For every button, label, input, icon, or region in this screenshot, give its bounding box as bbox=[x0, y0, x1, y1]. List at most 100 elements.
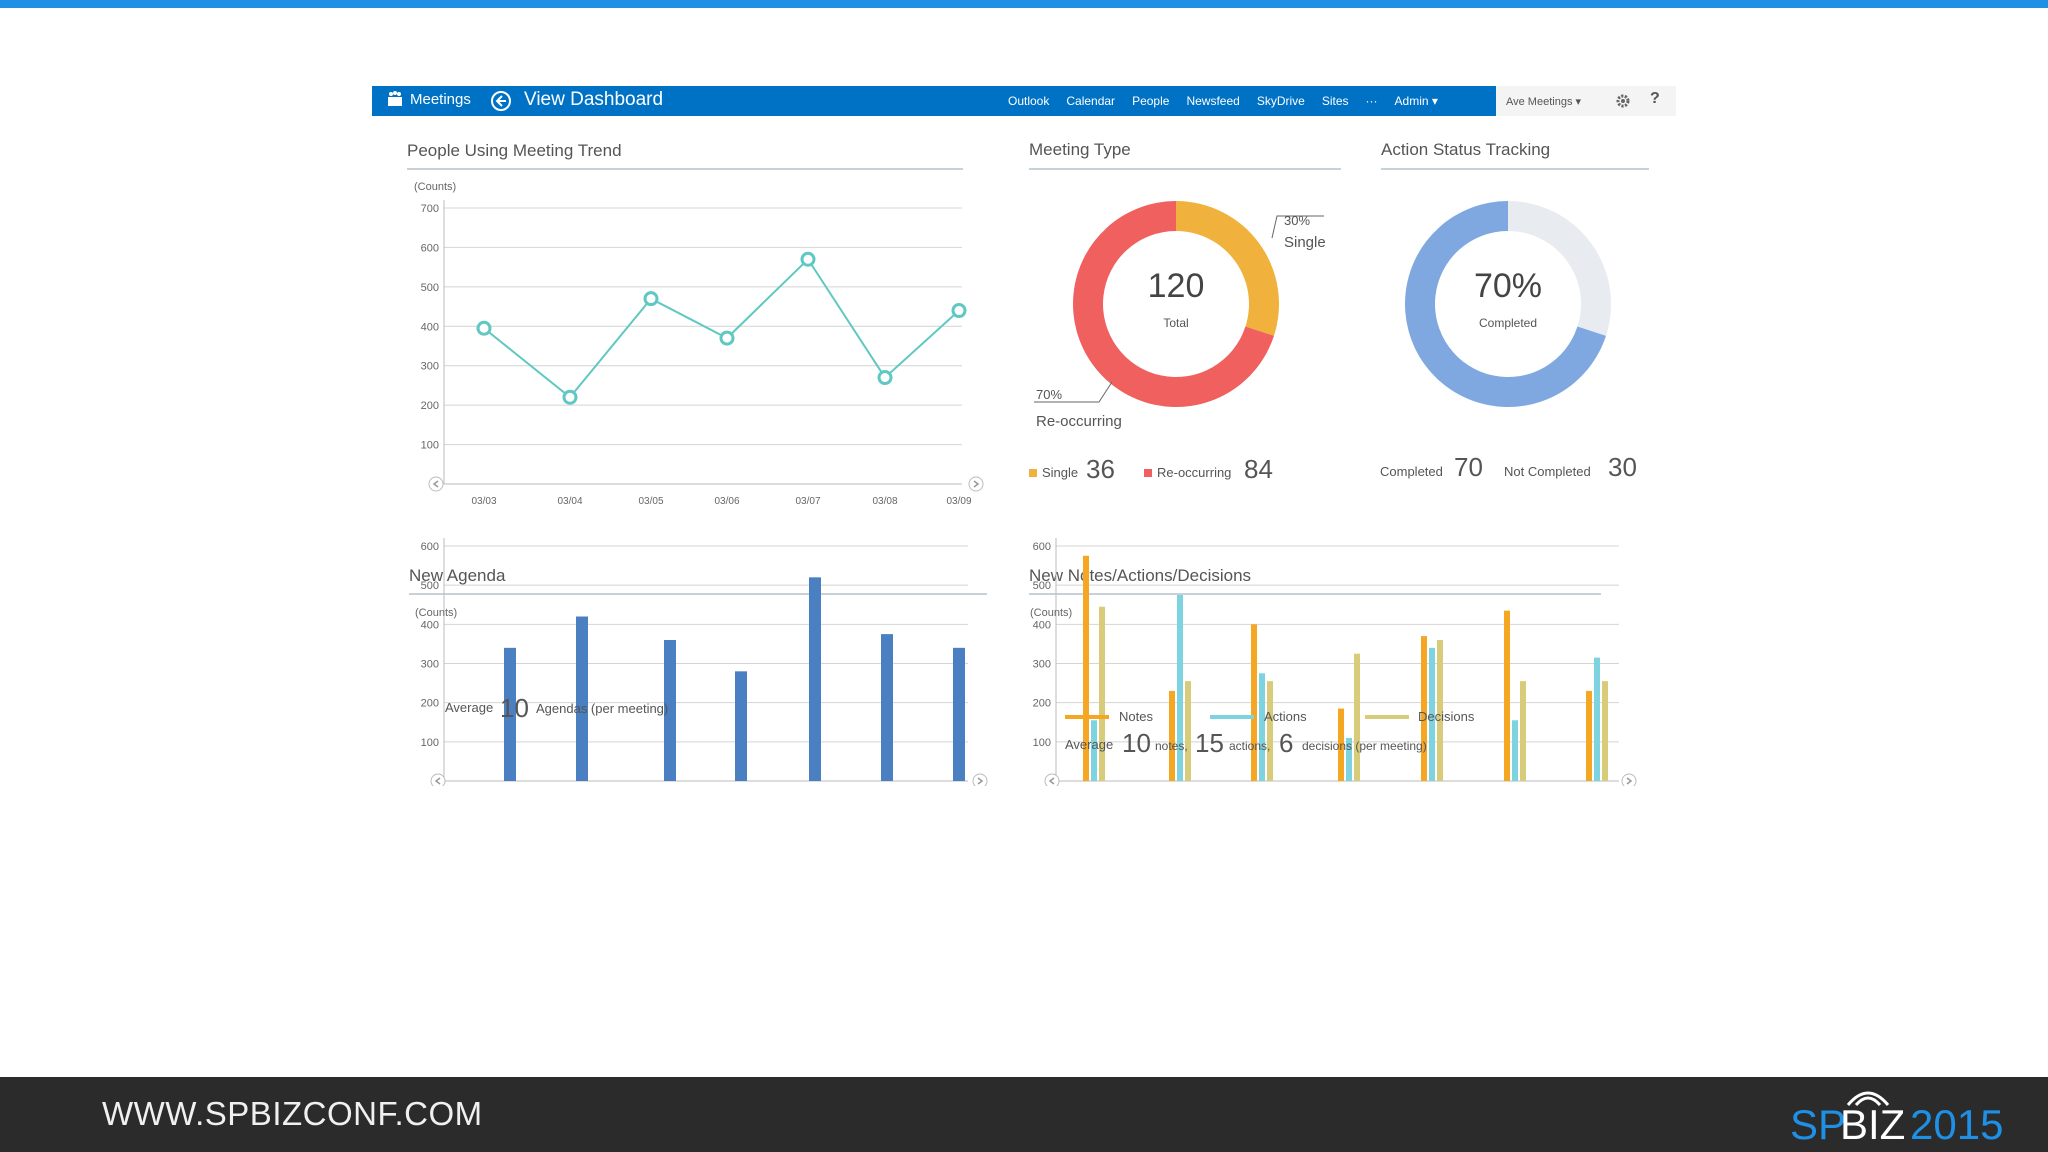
nav-skydrive[interactable]: SkyDrive bbox=[1256, 94, 1305, 108]
agenda-ytick-label: 200 bbox=[421, 698, 439, 710]
nad-actions-bar bbox=[1512, 720, 1518, 781]
nad-average-notes: 10 bbox=[1122, 728, 1151, 758]
trend-data-point bbox=[951, 303, 967, 319]
nav-more[interactable]: ··· bbox=[1365, 94, 1378, 108]
agenda-bar bbox=[735, 671, 747, 781]
logo-year: 2015 bbox=[1910, 1101, 2004, 1148]
app-brand[interactable]: Meetings bbox=[386, 90, 471, 108]
agenda-average-suffix: Agendas (per meeting) bbox=[536, 701, 668, 716]
legend-decisions-swatch bbox=[1365, 715, 1409, 719]
agenda-bar bbox=[664, 640, 676, 781]
meetings-logo-icon bbox=[388, 91, 402, 106]
nav-newsfeed[interactable]: Newsfeed bbox=[1186, 94, 1240, 108]
slide-footer: WWW.SPBIZCONF.COM SP BIZ 2015 bbox=[0, 1077, 2048, 1152]
trend-scroll-right-icon-chevron bbox=[973, 480, 980, 488]
agenda-ytick-label: 100 bbox=[421, 737, 439, 749]
nad-average-decisions: 6 bbox=[1279, 728, 1293, 758]
nad-average-prefix: Average bbox=[1065, 737, 1113, 752]
agenda-scroll-left-icon-chevron bbox=[434, 777, 441, 785]
trend-data-point bbox=[877, 370, 893, 386]
conference-url[interactable]: WWW.SPBIZCONF.COM bbox=[102, 1095, 483, 1132]
action-status-title-rule bbox=[1381, 168, 1649, 170]
legend-decisions-label: Decisions bbox=[1418, 709, 1475, 724]
nad-actions-bar bbox=[1177, 594, 1183, 781]
nad-average-notes-suffix: notes, bbox=[1155, 739, 1188, 753]
spbiz-logo: SP BIZ 2015 bbox=[1790, 1083, 2004, 1148]
dashboard-charts: 100 200 300 400 500 600 700 03/03 03/04 03/05 03/0… bbox=[414, 181, 1637, 786]
single-percent: 30% bbox=[1284, 213, 1310, 228]
nav-people[interactable]: People bbox=[1132, 94, 1170, 108]
nav-admin[interactable]: Admin ▾ bbox=[1394, 94, 1438, 108]
nad-notes-bar bbox=[1586, 690, 1592, 781]
single-callout-label: Single bbox=[1284, 234, 1326, 251]
nad-notes-bar bbox=[1251, 624, 1257, 781]
legend-actions-label: Actions bbox=[1264, 709, 1307, 724]
trend-ytick-label: 300 bbox=[421, 361, 439, 373]
nad-ytick-label: 600 bbox=[1033, 541, 1051, 553]
back-arrow-icon[interactable] bbox=[490, 90, 512, 112]
trend-title: People Using Meeting Trend bbox=[407, 141, 622, 160]
nad-average-actions: 15 bbox=[1195, 728, 1224, 758]
nad-notes-bar bbox=[1338, 708, 1344, 781]
logo-biz: BIZ bbox=[1840, 1101, 1906, 1148]
user-menu[interactable]: Ave Meetings ▾ bbox=[1506, 96, 1582, 108]
nad-ytick-label: 400 bbox=[1033, 619, 1051, 631]
meeting-type-total-label: Total bbox=[1163, 316, 1188, 330]
trend-ytick-label: 700 bbox=[421, 203, 439, 215]
trend-ytick-label: 500 bbox=[421, 282, 439, 294]
meeting-type-title-rule bbox=[1029, 168, 1341, 170]
dashboard-app: Meetings View Dashboard Outlook Calendar… bbox=[372, 86, 1676, 786]
trend-xtick-label: 03/05 bbox=[638, 496, 663, 507]
nav-outlook[interactable]: Outlook bbox=[1008, 94, 1050, 108]
trend-data-point bbox=[476, 320, 492, 336]
trend-unit: (Counts) bbox=[414, 181, 456, 193]
help-icon[interactable]: ? bbox=[1650, 90, 1660, 107]
nad-decisions-bar bbox=[1354, 653, 1360, 781]
legend-single-label: Single bbox=[1042, 465, 1078, 480]
trend-xtick-label: 03/06 bbox=[714, 496, 739, 507]
trend-ytick-label: 600 bbox=[421, 242, 439, 254]
nad-unit: (Counts) bbox=[1030, 607, 1072, 619]
logo-sp: SP bbox=[1790, 1101, 1847, 1148]
nad-decisions-bar bbox=[1099, 606, 1105, 781]
nad-ytick-label: 100 bbox=[1033, 737, 1051, 749]
nav-calendar[interactable]: Calendar bbox=[1066, 94, 1116, 108]
reoccurring-leader-line bbox=[1034, 381, 1113, 403]
single-leader-line bbox=[1271, 215, 1324, 239]
nad-decisions-bar bbox=[1185, 681, 1191, 781]
gear-icon[interactable] bbox=[1614, 92, 1632, 110]
nad-ytick-label: 200 bbox=[1033, 698, 1051, 710]
completed-percent: 70% bbox=[1474, 267, 1542, 305]
trend-line-chart: 100 200 300 400 500 600 700 03/03 03/04 03/05 03/0… bbox=[421, 200, 984, 507]
nad-notes-bar bbox=[1169, 690, 1175, 781]
user-area: Ave Meetings ▾ ? bbox=[1496, 86, 1676, 116]
legend-single-swatch bbox=[1029, 469, 1037, 477]
agenda-scroll-right-icon-chevron bbox=[977, 777, 984, 785]
agenda-average-value: 10 bbox=[500, 693, 529, 723]
trend-scroll-left-icon-chevron bbox=[432, 480, 439, 488]
nad-notes-bar bbox=[1504, 610, 1510, 781]
agenda-unit: (Counts) bbox=[415, 607, 457, 619]
agenda-ytick-label: 300 bbox=[421, 659, 439, 671]
reoccurring-callout-label: Re-occurring bbox=[1036, 413, 1122, 430]
agenda-ytick-label: 600 bbox=[421, 541, 439, 553]
action-status-donut bbox=[1405, 201, 1612, 408]
action-status-slice-completed bbox=[1405, 201, 1606, 408]
legend-reoccurring-swatch bbox=[1144, 469, 1152, 477]
nav-sites[interactable]: Sites bbox=[1321, 94, 1349, 108]
legend-reoccurring-value: 84 bbox=[1244, 454, 1273, 484]
meeting-type-slice-single bbox=[1176, 201, 1279, 336]
legend-notes-swatch bbox=[1065, 715, 1109, 719]
nad-decisions-bar bbox=[1602, 681, 1608, 781]
meeting-type-total: 120 bbox=[1148, 267, 1205, 305]
legend-not-completed-value: 30 bbox=[1608, 452, 1637, 482]
action-status-title: Action Status Tracking bbox=[1381, 140, 1551, 159]
nad-notes-bar bbox=[1083, 555, 1089, 781]
trend-scroll-left-icon bbox=[428, 476, 444, 492]
legend-completed-label: Completed bbox=[1380, 464, 1443, 479]
agenda-ytick-label: 400 bbox=[421, 619, 439, 631]
nad-actions-bar bbox=[1429, 647, 1435, 781]
nad-ytick-label: 300 bbox=[1033, 659, 1051, 671]
nad-title-rule bbox=[1029, 593, 1601, 595]
trend-data-point bbox=[800, 251, 816, 267]
